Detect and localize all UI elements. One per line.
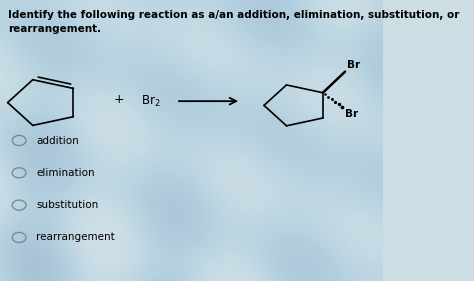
Text: +: + bbox=[113, 93, 124, 106]
Text: addition: addition bbox=[36, 135, 79, 146]
Text: Br: Br bbox=[346, 60, 360, 70]
Text: Identify the following reaction as a/an addition, elimination, substitution, or: Identify the following reaction as a/an … bbox=[8, 10, 459, 20]
Text: Br$_2$: Br$_2$ bbox=[141, 94, 161, 109]
Text: substitution: substitution bbox=[36, 200, 99, 210]
Text: elimination: elimination bbox=[36, 168, 95, 178]
Text: rearrangement: rearrangement bbox=[36, 232, 115, 243]
Text: rearrangement.: rearrangement. bbox=[8, 24, 101, 34]
Text: Br: Br bbox=[346, 109, 358, 119]
